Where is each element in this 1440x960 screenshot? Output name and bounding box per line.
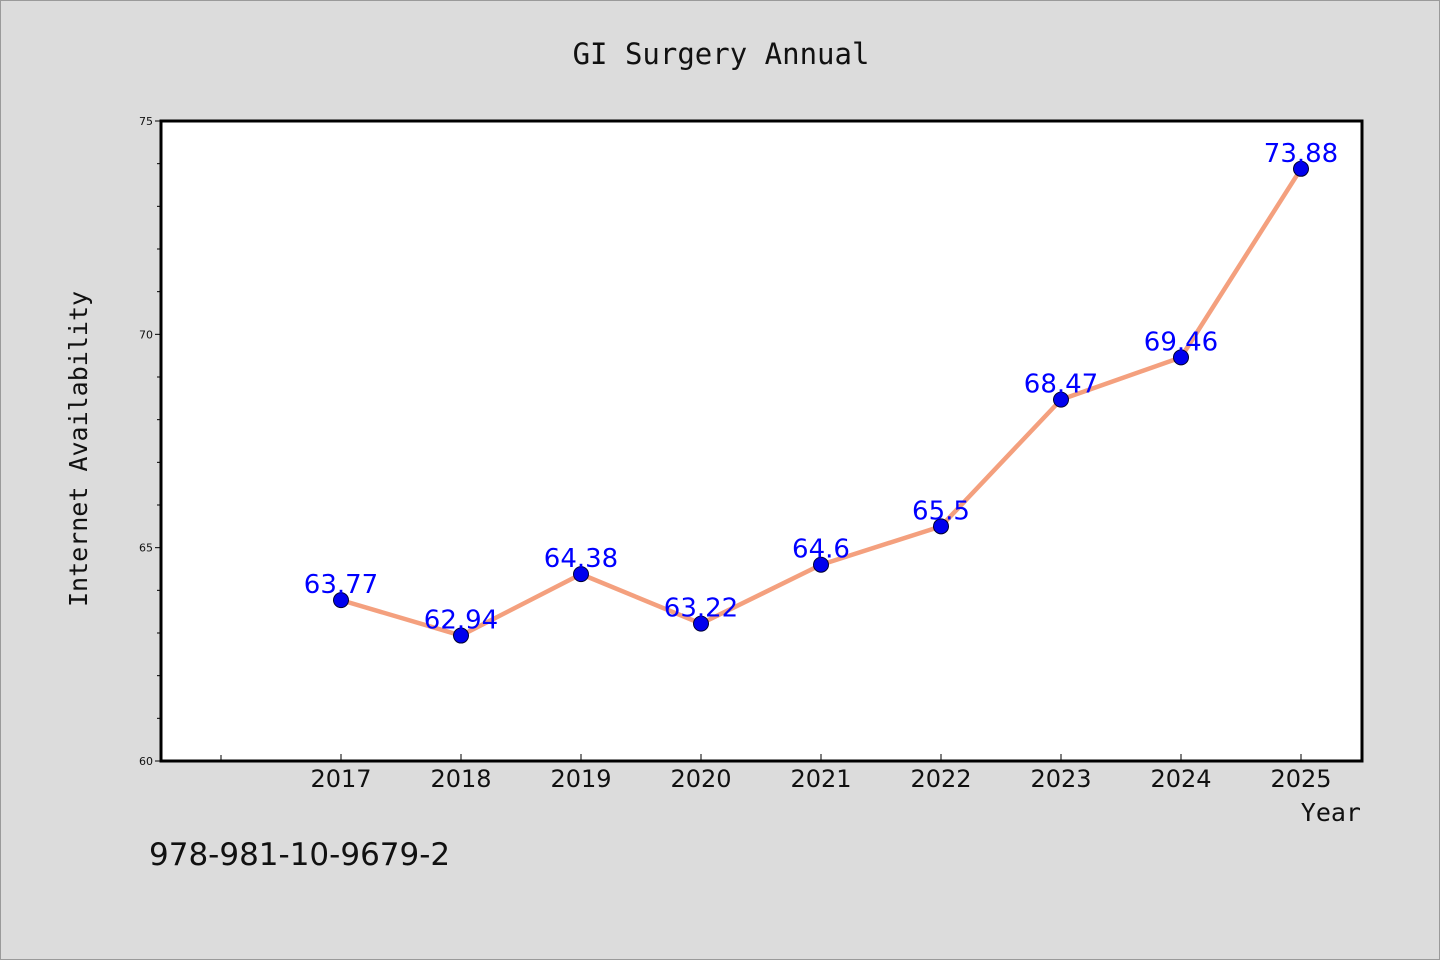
x-tick-label: 2022: [910, 765, 971, 793]
y-tick-label: 70: [139, 328, 153, 341]
data-label: 68.47: [1024, 370, 1098, 400]
x-tick-label: 2025: [1270, 765, 1331, 793]
data-label: 65.5: [912, 496, 970, 526]
data-point: [813, 556, 829, 573]
y-tick-label: 65: [139, 542, 153, 555]
data-point: [693, 615, 709, 632]
data-markers: [333, 160, 1309, 644]
data-point: [1293, 160, 1309, 177]
x-tick-label: 2019: [550, 765, 611, 793]
x-tick-label: 2020: [670, 765, 731, 793]
data-label: 64.38: [544, 544, 618, 574]
data-label: 62.94: [424, 606, 498, 636]
x-axis-ticks: 2017 2018 2019 2020 2021 2022 2023 2024 2025: [220, 754, 1332, 793]
data-point: [453, 627, 469, 644]
data-point: [1173, 349, 1189, 366]
y-tick-label: 75: [139, 115, 153, 128]
data-label: 63.22: [664, 594, 738, 624]
data-label: 64.6: [792, 535, 850, 565]
data-label: 73.88: [1264, 139, 1338, 169]
data-label: 63.77: [304, 570, 378, 600]
plot-area: [159, 119, 1364, 763]
x-tick-label: 2024: [1150, 765, 1211, 793]
footer-code: 978-981-10-9679-2: [149, 837, 450, 873]
data-labels: 63.77 62.94 64.38 63.22 64.6 65.5 68.47 69.46 73…: [304, 139, 1338, 636]
x-tick-label: 2017: [310, 765, 371, 793]
chart-title: GI Surgery Annual: [573, 37, 870, 71]
y-tick-label: 60: [139, 755, 153, 768]
x-axis-label: Year: [1301, 798, 1361, 827]
x-tick-label: 2018: [430, 765, 491, 793]
x-tick-label: 2021: [790, 765, 851, 793]
y-axis-ticks: 60 65 70 75: [139, 115, 161, 768]
y-axis-label: Internet Availability: [64, 291, 93, 607]
data-point: [573, 566, 589, 583]
data-label: 69.46: [1144, 327, 1218, 357]
data-point: [933, 518, 949, 535]
data-point: [1053, 391, 1069, 408]
x-tick-label: 2023: [1030, 765, 1091, 793]
data-point: [333, 592, 349, 609]
